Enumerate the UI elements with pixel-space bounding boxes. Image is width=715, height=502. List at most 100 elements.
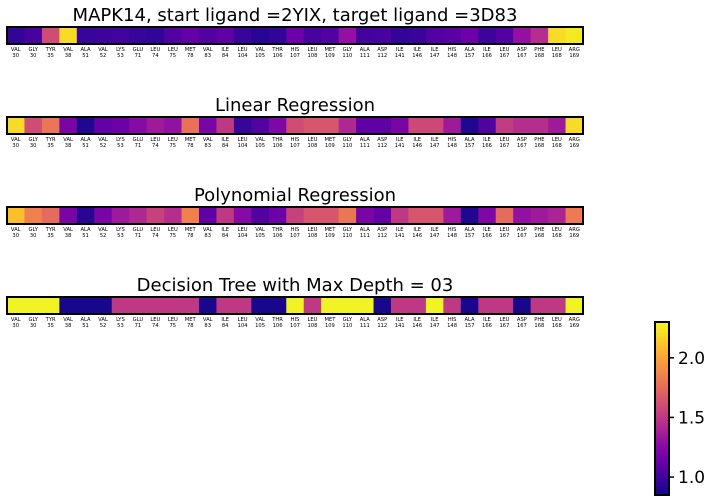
residue-number-label: 148 xyxy=(447,233,457,239)
heatmap-cell xyxy=(338,207,357,224)
residue-number-label: 38 xyxy=(65,323,72,329)
residue-number-label: 78 xyxy=(187,323,194,329)
heatmap-cell xyxy=(268,207,287,224)
residue-name-label: LEU xyxy=(499,227,509,233)
residue-name-label: GLY xyxy=(343,227,353,233)
residue-name-label: GLY xyxy=(343,47,353,53)
heatmap-cell xyxy=(530,297,549,314)
residue-name-label: LEU xyxy=(238,137,248,143)
residue-number-label: 52 xyxy=(100,53,107,59)
residue-number-label: 157 xyxy=(465,323,475,329)
residue-number-label: 74 xyxy=(152,143,159,149)
heatmap-cell xyxy=(7,27,25,44)
residue-number-label: 167 xyxy=(517,233,527,239)
residue-name-label: ILE xyxy=(396,227,404,233)
residue-name-label: GLU xyxy=(133,47,144,53)
residue-number-label: 84 xyxy=(222,143,229,149)
residue-name-label: LEU xyxy=(238,227,248,233)
heatmap-cell xyxy=(513,297,532,314)
heatmap-cell xyxy=(356,117,374,134)
residue-number-label: 78 xyxy=(187,143,194,149)
heatmap-cell xyxy=(94,27,113,44)
heatmap-cell xyxy=(530,117,549,134)
residue-number-label: 106 xyxy=(273,323,283,329)
heatmap-cell xyxy=(460,117,479,134)
residue-name-label: LEU xyxy=(307,227,317,233)
residue-name-label: VAL xyxy=(63,137,73,143)
residue-number-label: 146 xyxy=(412,323,422,329)
heatmap-cell xyxy=(233,297,252,314)
heatmap-cell xyxy=(408,297,427,314)
residue-number-label: 148 xyxy=(447,323,457,329)
heatmap-cell xyxy=(338,117,357,134)
residue-name-label: ARG xyxy=(569,47,580,53)
residue-name-label: ILE xyxy=(396,47,404,53)
residue-name-label: LEU xyxy=(238,47,248,53)
residue-number-label: 38 xyxy=(65,143,72,149)
residue-number-label: 35 xyxy=(47,323,54,329)
residue-number-label: 141 xyxy=(395,143,405,149)
residue-name-label: LYS xyxy=(116,137,125,143)
heatmap-cell xyxy=(233,27,252,44)
residue-number-label: 168 xyxy=(552,53,562,59)
heatmap-cell xyxy=(94,207,113,224)
heatmap-cell xyxy=(565,297,584,314)
residue-name-label: ALA xyxy=(464,227,475,233)
residue-name-label: HIS xyxy=(291,47,300,53)
residue-number-label: 110 xyxy=(342,323,352,329)
residue-name-label: VAL xyxy=(203,227,213,233)
residue-name-label: ILE xyxy=(413,137,421,143)
residue-name-label: LYS xyxy=(116,317,125,323)
heatmap-cell xyxy=(530,27,549,44)
residue-number-label: 53 xyxy=(117,143,124,149)
residue-name-label: MET xyxy=(185,317,197,323)
heatmap-cell xyxy=(373,207,392,224)
residue-name-label: ILE xyxy=(413,317,421,323)
colorbar-tick-label: 1.5 xyxy=(678,408,705,428)
residue-number-label: 75 xyxy=(170,143,177,149)
residue-number-label: 30 xyxy=(12,323,19,329)
residue-name-label: ILE xyxy=(413,227,421,233)
residue-name-label: ILE xyxy=(483,137,491,143)
residue-name-label: LEU xyxy=(150,317,160,323)
residue-name-label: VAL xyxy=(63,47,73,53)
residue-name-label: LEU xyxy=(552,47,562,53)
residue-name-label: ASP xyxy=(377,227,387,233)
heatmap-cell xyxy=(356,207,374,224)
residue-number-label: 146 xyxy=(412,143,422,149)
heatmap-cell xyxy=(59,207,78,224)
heatmap-cell xyxy=(321,27,340,44)
heatmap-cell xyxy=(94,297,113,314)
residue-number-label: 110 xyxy=(342,233,352,239)
residue-name-label: HIS xyxy=(448,47,457,53)
residue-name-label: HIS xyxy=(448,317,457,323)
residue-number-label: 30 xyxy=(30,143,37,149)
heatmap-cell xyxy=(391,297,409,314)
residue-number-label: 167 xyxy=(499,143,509,149)
heatmap-cell xyxy=(111,297,130,314)
residue-name-label: TYR xyxy=(45,137,56,143)
heatmap-cell xyxy=(129,207,148,224)
residue-number-label: 106 xyxy=(273,53,283,59)
residue-number-label: 107 xyxy=(290,323,300,329)
heatmap-cell xyxy=(59,297,78,314)
residue-name-label: ILE xyxy=(483,47,491,53)
colorbar-gradient xyxy=(654,321,670,496)
residue-number-label: 78 xyxy=(187,53,194,59)
heatmap-cell xyxy=(146,207,165,224)
heatmap-cell xyxy=(233,117,252,134)
heatmap-cell xyxy=(216,207,235,224)
residue-number-label: 53 xyxy=(117,233,124,239)
residue-number-label: 108 xyxy=(307,233,317,239)
heatmap-cell xyxy=(7,297,25,314)
residue-number-label: 51 xyxy=(82,233,89,239)
heatmap-cell xyxy=(41,207,60,224)
residue-number-label: 104 xyxy=(238,233,249,239)
heatmap-cell xyxy=(76,207,95,224)
heatmap-cell xyxy=(565,27,584,44)
residue-name-label: LEU xyxy=(150,47,160,53)
heatmap-cell xyxy=(216,27,235,44)
heatmap-cell xyxy=(41,117,60,134)
heatmap-cell xyxy=(268,297,287,314)
heatmap-panels: MAPK14, start ligand =2YIX, target ligan… xyxy=(6,5,584,329)
